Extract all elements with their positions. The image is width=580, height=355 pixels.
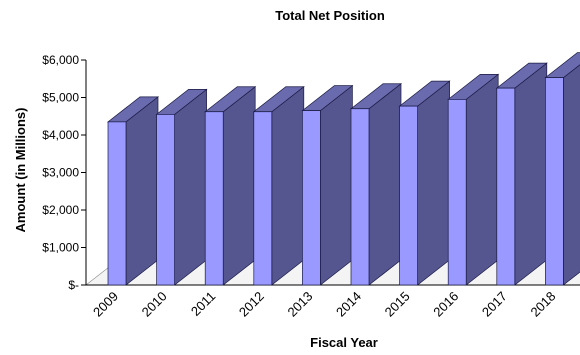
y-tick-label: $2,000 (42, 203, 79, 217)
y-tick-label: $- (68, 278, 79, 292)
x-tick-label: 2016 (430, 289, 461, 320)
bar-2012 (252, 86, 305, 286)
x-tick-label: 2009 (90, 289, 121, 320)
x-tick-label: 2014 (333, 289, 364, 320)
bar-2013 (301, 84, 354, 286)
bar-side (514, 62, 548, 286)
bar-2009 (106, 96, 160, 286)
x-tick-label: 2010 (139, 289, 170, 320)
bar-2017 (495, 62, 548, 286)
x-tick-label: 2018 (527, 289, 558, 320)
bar-side (125, 96, 159, 286)
y-tick-label: $5,000 (42, 91, 79, 105)
x-tick-label: 2013 (284, 289, 315, 320)
bar-side (465, 73, 499, 286)
y-tick-label: $6,000 (42, 53, 79, 67)
x-tick-label: 2015 (382, 289, 413, 320)
bar-side (417, 80, 450, 286)
bar-side (174, 88, 207, 286)
bar-front (350, 108, 370, 286)
bar-side (271, 86, 305, 286)
bar-front (253, 111, 273, 286)
bar-side (320, 84, 353, 286)
y-axis-label: Amount (in Millions) (13, 108, 28, 233)
bar-2014 (349, 83, 403, 286)
bar-front (447, 99, 467, 286)
bar-front (302, 110, 321, 286)
x-tick-label: 2011 (188, 289, 218, 319)
bar-front (156, 114, 175, 286)
bar-front (545, 77, 564, 286)
bar-front (204, 111, 224, 286)
x-tick-label: 2012 (236, 289, 267, 320)
chart-title: Total Net Position (275, 8, 385, 23)
bar-2015 (398, 80, 451, 286)
y-tick-label: $1,000 (42, 241, 79, 255)
bar-2018 (544, 52, 580, 286)
y-tick-label: $4,000 (42, 128, 79, 142)
bar-front (107, 121, 127, 286)
bar-side (222, 86, 256, 286)
x-axis-label: Fiscal Year (310, 335, 378, 350)
plot-area: $- $1,000 $2,000 $3,000 $4,000 $5,000 $6,000 20… (42, 52, 580, 320)
bar-2010 (155, 88, 208, 286)
x-tick-label: 2017 (479, 289, 510, 320)
bar-side (563, 64, 580, 286)
bar-front (496, 87, 516, 286)
bar-front (399, 105, 418, 286)
bar-side (368, 83, 402, 286)
bar-2016 (447, 73, 500, 286)
bar-2011 (204, 86, 257, 286)
y-tick-label: $3,000 (42, 166, 79, 180)
